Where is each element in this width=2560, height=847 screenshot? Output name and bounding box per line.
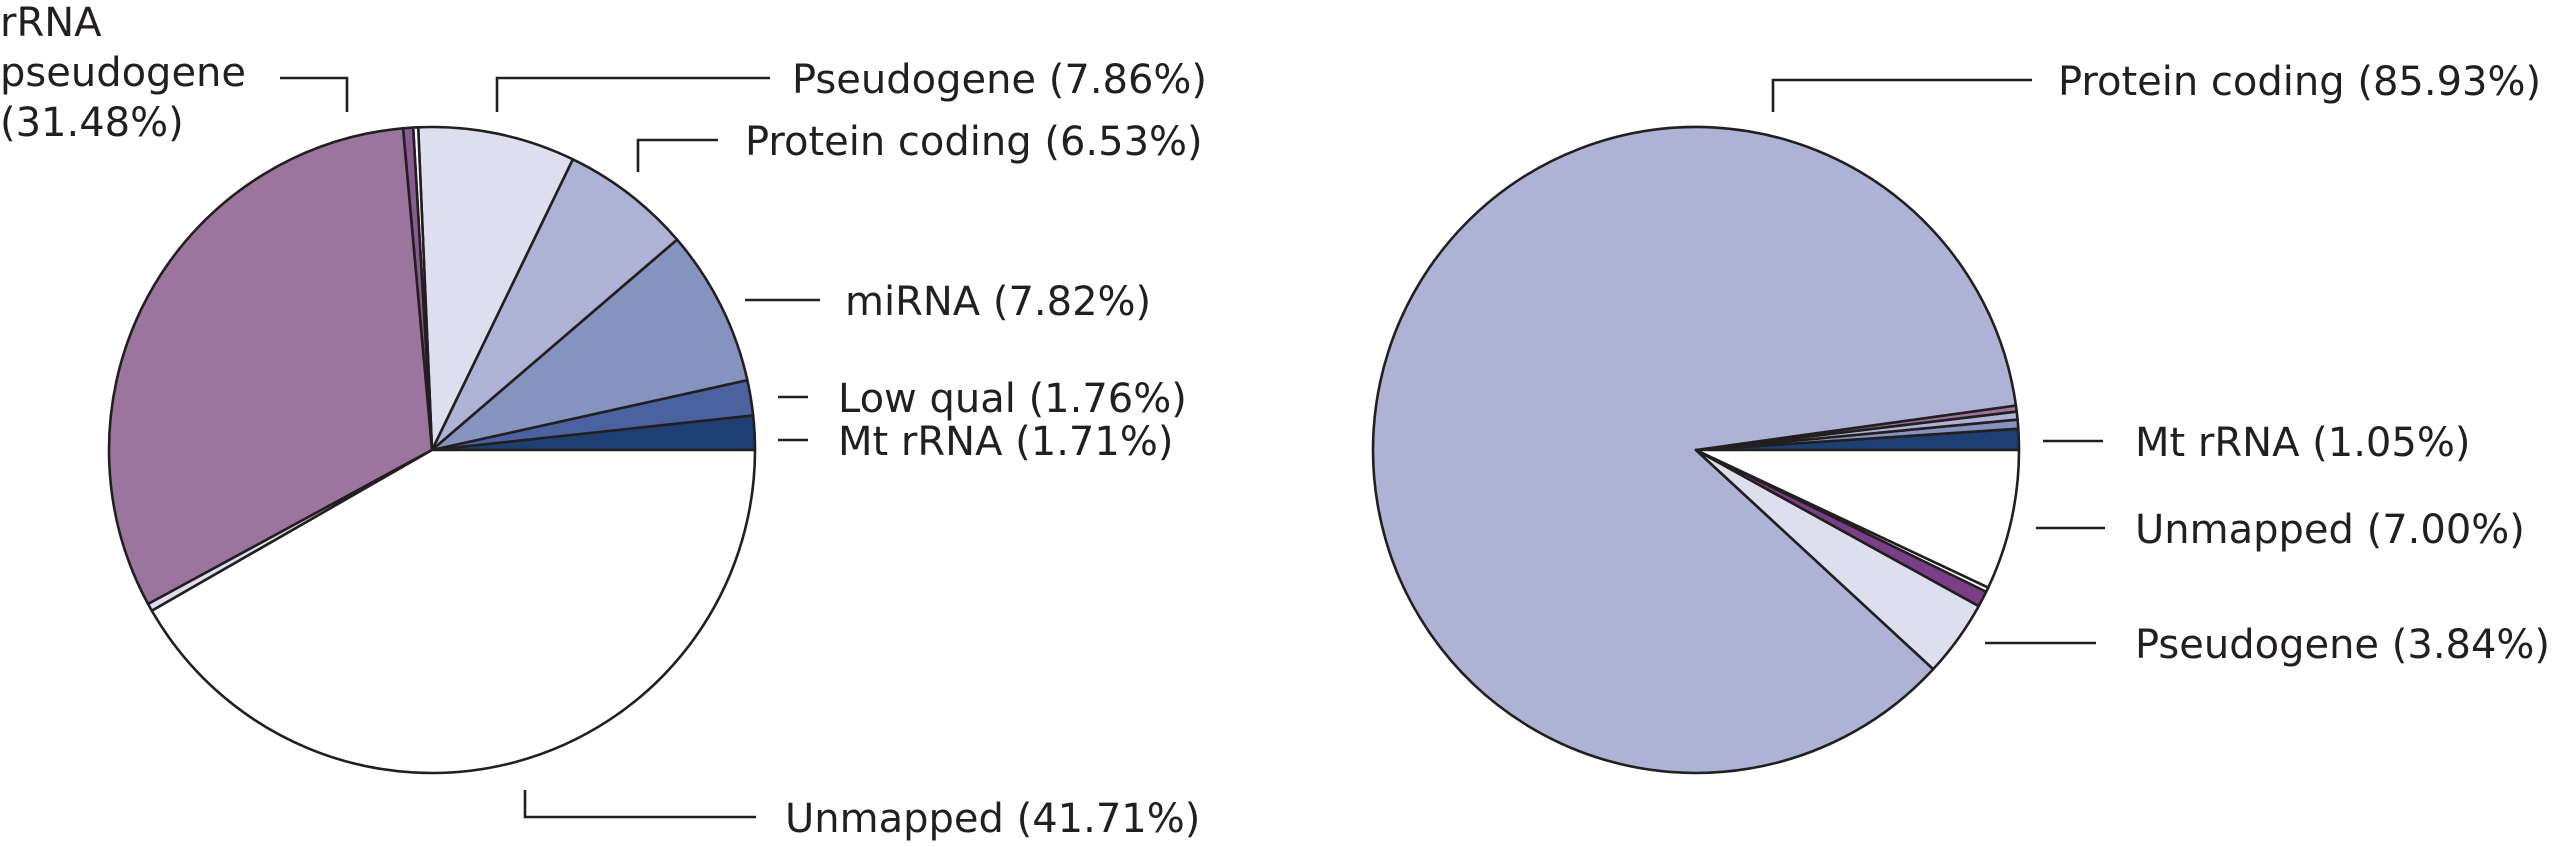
slice-label-unmapped: Unmapped (7.00%) xyxy=(2135,507,2525,553)
slice-label-mtrrna: Mt rRNA (1.71%) xyxy=(838,419,1173,465)
slice-label-rrnapseudo: rRNA pseudogene (31.48%) xyxy=(0,0,246,146)
slice-label-mtrrna: Mt rRNA (1.05%) xyxy=(2135,420,2470,466)
slice-label-mirna: miRNA (7.82%) xyxy=(845,279,1151,325)
right-pie-chart: Protein coding (85.93%) Mt rRNA (1.05%) Un… xyxy=(1371,59,2550,775)
slice-label-line: Protein coding (6.53%) xyxy=(745,119,1203,165)
slice-label-line: miRNA (7.82%) xyxy=(845,279,1151,325)
pie-slice-protein-coding xyxy=(430,158,679,452)
pie-slice-protein-coding xyxy=(1371,125,2018,775)
slice-label-line: pseudogene xyxy=(0,50,246,96)
pie-slice-rrna-pseudogene xyxy=(107,127,434,606)
leader-line-protein xyxy=(636,138,718,172)
slice-label-line: Mt rRNA (1.05%) xyxy=(2135,420,2470,466)
leader-line-rrnapseudo xyxy=(280,76,349,112)
slice-label-line: Pseudogene (3.84%) xyxy=(2135,622,2550,668)
leader-line-protein xyxy=(1771,78,2032,112)
slice-label-protein: Protein coding (85.93%) xyxy=(2058,59,2541,105)
slice-label-pseudogene: Pseudogene (3.84%) xyxy=(2135,622,2550,668)
slice-label-pseudogene: Pseudogene (7.86%) xyxy=(792,57,1207,103)
slice-label-unmapped: Unmapped (41.71%) xyxy=(785,796,1200,842)
slice-label-protein: Protein coding (6.53%) xyxy=(745,119,1203,165)
slice-label-line: Low qual (1.76%) xyxy=(838,376,1187,422)
slice-label-line: Unmapped (41.71%) xyxy=(785,796,1200,842)
leader-line-pseudogene xyxy=(495,76,770,112)
pie-slice-mirna xyxy=(430,238,749,452)
slice-label-line: rRNA xyxy=(0,0,102,46)
slice-label-line: Protein coding (85.93%) xyxy=(2058,59,2541,105)
pie-slice-unmapped xyxy=(1694,448,2021,589)
slice-label-line: Mt rRNA (1.71%) xyxy=(838,419,1173,465)
slice-label-line: Pseudogene (7.86%) xyxy=(792,57,1207,103)
slice-label-lowqual: Low qual (1.76%) xyxy=(838,376,1187,422)
leader-line-unmapped xyxy=(523,790,756,819)
pie-slice-unmapped xyxy=(150,448,757,775)
pie-slice-pseudogene xyxy=(416,125,575,452)
left-pie-chart: Pseudogene (7.86%) Protein coding (6.53%)… xyxy=(0,0,1207,842)
slice-label-line: Unmapped (7.00%) xyxy=(2135,507,2525,553)
slice-label-line: (31.48%) xyxy=(0,100,184,146)
